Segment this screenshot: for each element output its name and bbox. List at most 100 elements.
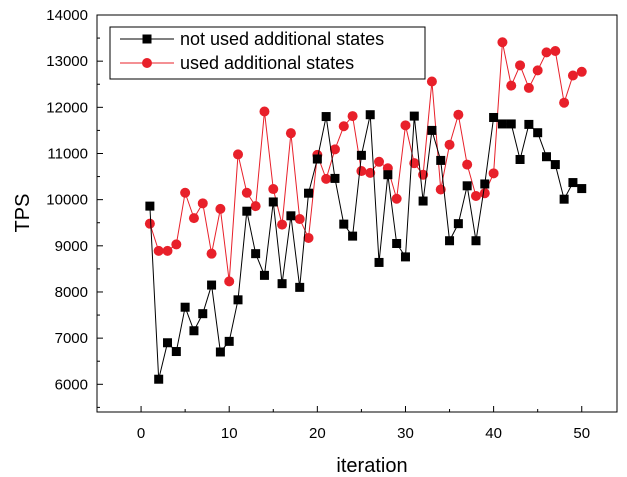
data-point-square [489, 112, 499, 122]
data-point-circle [144, 218, 155, 229]
data-point-square [559, 194, 569, 204]
plot-area: 0 10 20 30 40 50 6000 7000 8000 9000 10000 11000 120… [46, 7, 618, 442]
data-point-square [242, 206, 252, 216]
data-point-circle [224, 276, 235, 287]
data-point-circle [515, 60, 526, 71]
data-point-square [268, 197, 278, 207]
data-point-square [348, 231, 358, 241]
data-point-circle [400, 120, 411, 131]
data-point-square [312, 154, 322, 164]
y-tick-label: 13000 [46, 53, 88, 70]
data-point-circle [567, 70, 578, 81]
data-point-square [259, 270, 269, 280]
data-point-circle [559, 97, 570, 108]
data-point-square [365, 110, 375, 120]
data-point-square [277, 279, 287, 289]
data-point-circle [259, 106, 270, 117]
data-point-square [251, 249, 261, 259]
data-point-square [392, 239, 402, 249]
data-point-square [453, 219, 463, 229]
y-tick-label: 9000 [55, 238, 88, 255]
data-point-square [233, 295, 243, 305]
x-tick-label: 50 [573, 425, 590, 442]
data-point-circle [479, 188, 490, 199]
data-point-square [198, 309, 208, 319]
data-point-square [524, 119, 534, 129]
data-point-circle [206, 248, 217, 259]
data-point-circle [171, 239, 182, 250]
data-point-circle [303, 232, 314, 243]
data-point-circle [294, 214, 305, 225]
data-point-square [506, 119, 516, 129]
data-point-square [462, 181, 472, 191]
data-point-square [339, 219, 349, 229]
data-point-circle [356, 166, 367, 177]
data-point-square [568, 178, 578, 188]
x-tick-label: 30 [397, 425, 414, 442]
data-point-circle [488, 168, 499, 179]
data-point-circle [541, 47, 552, 58]
data-point-square [224, 336, 234, 346]
data-point-circle [532, 65, 543, 76]
data-point-circle [453, 109, 464, 120]
data-point-circle [523, 82, 534, 93]
data-point-square [445, 236, 455, 246]
data-point-square [515, 154, 525, 164]
legend: not used additional states used addition… [109, 26, 426, 80]
x-tick-label: 20 [309, 425, 326, 442]
y-tick-label: 6000 [55, 376, 88, 393]
data-point-square [541, 152, 551, 162]
data-point-circle [329, 144, 340, 155]
data-point-circle [268, 184, 279, 195]
data-point-square [321, 112, 331, 122]
data-point-square [207, 280, 217, 290]
legend-label-not-used: not used additional states [180, 29, 384, 49]
data-point-square [550, 160, 560, 170]
data-point-square [400, 252, 410, 262]
data-point-square [427, 125, 437, 135]
x-tick-label: 0 [137, 425, 145, 442]
data-point-square [480, 179, 490, 189]
data-point-square [533, 128, 543, 138]
data-point-square [163, 338, 173, 348]
data-point-square [189, 326, 199, 336]
data-point-square [497, 119, 507, 129]
data-point-circle [321, 173, 332, 184]
data-point-circle [241, 187, 252, 198]
data-point-square [330, 173, 340, 183]
y-tick-label: 12000 [46, 99, 88, 116]
data-point-circle [250, 201, 261, 212]
plot-frame [96, 14, 618, 413]
data-point-circle [347, 111, 358, 122]
data-point-square [418, 196, 428, 206]
data-point-square [215, 347, 225, 357]
data-point-circle [506, 80, 517, 91]
data-point-circle [576, 66, 587, 77]
legend-marker-circle [142, 58, 152, 68]
data-point-circle [391, 193, 402, 204]
data-point-square [286, 211, 296, 221]
data-point-circle [215, 203, 226, 214]
data-point-circle [550, 46, 561, 57]
data-point-circle [470, 190, 481, 201]
y-tick-label: 10000 [46, 192, 88, 209]
data-point-square [409, 111, 419, 121]
y-tick-label: 14000 [46, 7, 88, 24]
data-point-circle [338, 121, 349, 132]
data-point-square [383, 170, 393, 180]
data-point-square [374, 257, 384, 267]
x-tick-label: 40 [485, 425, 502, 442]
legend-label-used: used additional states [180, 53, 354, 73]
data-point-square [471, 236, 481, 246]
y-tick-label: 11000 [47, 145, 88, 162]
data-point-circle [180, 187, 191, 198]
data-point-square [180, 302, 190, 312]
data-point-circle [188, 213, 199, 224]
y-tick-label: 8000 [55, 284, 88, 301]
data-point-square [436, 155, 446, 165]
legend-box [109, 26, 426, 80]
x-axis-title: iteration [336, 455, 407, 477]
data-point-square [154, 374, 164, 384]
data-point-circle [277, 219, 288, 230]
